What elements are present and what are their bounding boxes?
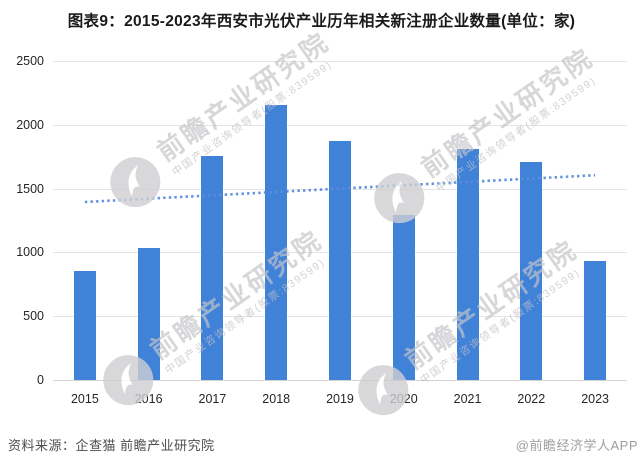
x-axis: 2015 2016 2017 2018 2019 2020 2021 2022 2023 (53, 392, 627, 408)
x-tick-2021: 2021 (453, 392, 482, 406)
plot-area (53, 61, 627, 381)
bar-2016 (137, 247, 160, 380)
x-tick-2018: 2018 (262, 392, 291, 406)
gridline-2500 (53, 61, 627, 62)
x-tick-2020: 2020 (389, 392, 418, 406)
y-tick-500: 500 (23, 309, 44, 324)
y-tick-1000: 1000 (16, 245, 44, 260)
y-tick-0: 0 (37, 373, 44, 387)
bar-2015 (73, 270, 96, 380)
y-tick-1500: 1500 (16, 181, 44, 196)
y-tick-2000: 2000 (16, 117, 44, 132)
bar-2018 (265, 105, 288, 380)
bar-2023 (584, 260, 607, 380)
x-tick-2016: 2016 (134, 392, 163, 406)
trendline (84, 173, 596, 204)
bar-2021 (456, 149, 479, 380)
bar-2017 (201, 156, 224, 380)
bar-2022 (520, 161, 543, 380)
y-axis: 0 500 1000 1500 2000 2500 (0, 54, 44, 387)
chart-title: 图表9：2015-2023年西安市光伏产业历年相关新注册企业数量(单位：家) (67, 13, 576, 30)
x-tick-2022: 2022 (517, 392, 546, 406)
footer: 资料来源：企查猫 前瞻产业研究院 @前瞻经济学人APP (0, 435, 643, 453)
x-tick-2019: 2019 (326, 392, 354, 406)
bar-2019 (329, 140, 351, 380)
x-tick-2017: 2017 (198, 392, 227, 406)
gridline-2000 (53, 124, 627, 126)
app-credit: @前瞻经济学人APP (515, 438, 638, 453)
x-tick-2023: 2023 (581, 392, 609, 406)
x-tick-2015: 2015 (70, 392, 99, 406)
gridline-0 (53, 380, 627, 381)
bar-2020 (392, 215, 415, 380)
source-note: 资料来源：企查猫 前瞻产业研究院 (8, 438, 215, 453)
y-tick-2500: 2500 (16, 54, 44, 68)
